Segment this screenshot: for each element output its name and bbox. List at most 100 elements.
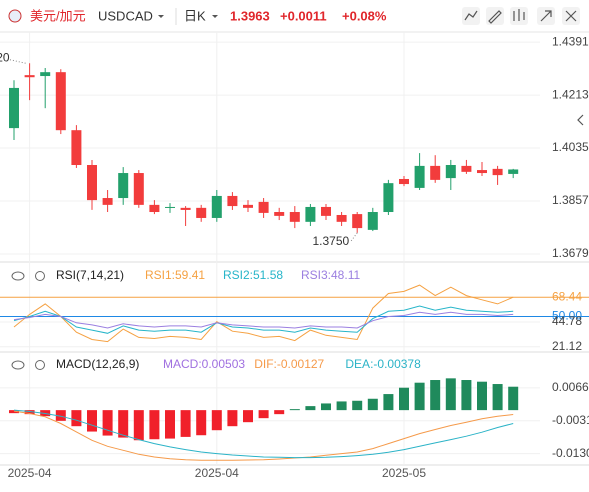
candle-body (40, 72, 51, 77)
histogram-bar (133, 410, 144, 441)
change-pct: +0.08% (342, 8, 387, 23)
histogram-bar (321, 403, 331, 411)
histogram-bar (87, 410, 97, 432)
histogram-bar (445, 378, 456, 411)
candle-body (165, 206, 175, 208)
histogram-bar (258, 410, 269, 419)
candle-body (258, 201, 269, 213)
legend-entry: RSI1:59.41 (145, 268, 205, 282)
dropdown-arrow[interactable] (212, 15, 218, 18)
histogram-bar (24, 410, 35, 415)
rsi-title: RSI(7,14,21) (56, 268, 124, 282)
candle-body (243, 204, 253, 208)
y-tick-label: 68.44 (552, 289, 582, 303)
macd-title: MACD(12,26,9) (56, 357, 139, 371)
close-icon (565, 10, 577, 22)
histogram-bar (211, 410, 222, 431)
histogram-bar (196, 410, 207, 436)
y-tick-label: 1.3857 (552, 193, 589, 207)
eye-icon[interactable] (11, 271, 25, 281)
histogram-bar (336, 401, 347, 411)
histogram-bar (149, 410, 160, 440)
line-series (13, 311, 514, 329)
price: 1.3963 (230, 8, 270, 23)
histogram-bar (508, 386, 519, 411)
histogram-bar (71, 410, 82, 427)
style-icon (513, 9, 525, 21)
histogram-bar (399, 387, 409, 411)
collapse-arrow[interactable] (577, 114, 584, 126)
histogram-bar (414, 382, 425, 411)
candle-body (196, 207, 207, 218)
settings-icon[interactable] (35, 271, 45, 281)
legend-entry: RSI3:48.11 (301, 268, 360, 282)
histogram-bar (227, 410, 238, 427)
fullscreen-icon (540, 10, 552, 22)
period[interactable]: 日K (184, 8, 206, 23)
line-series (13, 284, 514, 343)
candle-body (461, 165, 472, 172)
settings-icon[interactable] (35, 360, 45, 370)
candle-body (305, 206, 316, 222)
y-tick-label: -0.00317 (552, 413, 589, 427)
histogram-bar (180, 410, 191, 437)
candle-body (149, 204, 160, 213)
legend-entry: DIF:-0.00127 (254, 357, 324, 371)
indicator-icon (464, 10, 478, 21)
y-tick-label: -0.01300 (552, 446, 589, 460)
histogram-bar (477, 381, 487, 411)
candle-body (352, 214, 363, 229)
legend-entry: DEA:-0.00378 (345, 357, 421, 371)
candle-body (414, 165, 425, 188)
histogram-bar (430, 380, 441, 411)
x-tick-label: 2025-04 (8, 466, 52, 480)
y-tick-label: 50.00 (552, 309, 582, 323)
draw-icon (488, 10, 502, 24)
candle-body (430, 165, 441, 180)
line-series (13, 409, 514, 459)
histogram-bar (118, 410, 129, 438)
low-pointer (350, 232, 358, 242)
candle-body (102, 198, 113, 205)
x-tick-label: 2025-05 (382, 466, 426, 480)
eye-icon[interactable] (11, 360, 25, 370)
histogram-bar (9, 410, 19, 414)
y-tick-label: 1.4035 (552, 140, 589, 154)
histogram-bar (165, 410, 175, 439)
symbol[interactable]: USDCAD (98, 8, 153, 23)
candle-body (336, 214, 347, 222)
candle-body (492, 168, 503, 176)
dropdown-arrow[interactable] (158, 15, 164, 18)
candle-body (445, 165, 456, 179)
candle-body (227, 195, 238, 207)
histogram-bar (383, 394, 394, 411)
draw-button[interactable] (486, 7, 504, 25)
y-tick-label: 1.3679 (552, 246, 589, 260)
y-tick-label: 1.4213 (552, 87, 589, 101)
histogram-bar (492, 384, 503, 411)
candle-body (508, 169, 519, 174)
y-tick-label: 44.78 (552, 314, 582, 328)
high-pointer (7, 58, 26, 64)
candle-body (274, 212, 285, 216)
pair-name[interactable]: 美元/加元 (30, 8, 86, 23)
candle-body (399, 178, 409, 185)
histogram-bar (243, 410, 253, 423)
y-tick-label: 21.12 (552, 339, 582, 353)
candle-body (9, 87, 19, 129)
histogram-bar (352, 400, 363, 411)
change: +0.0011 (280, 8, 327, 23)
legend-entry: RSI2:51.58 (223, 268, 283, 282)
line-series (13, 410, 514, 461)
candle-body (321, 206, 331, 216)
candle-body (180, 207, 191, 210)
candle-body (367, 212, 378, 230)
legend-entry: MACD:0.00503 (163, 357, 245, 371)
candle-body (133, 173, 144, 205)
low-annotation: 1.3750 (312, 234, 349, 248)
y-tick-label: 0.00667 (552, 380, 589, 394)
x-tick-label: 2025-04 (195, 466, 239, 480)
histogram-bar (102, 410, 113, 436)
candle-body (289, 212, 300, 222)
